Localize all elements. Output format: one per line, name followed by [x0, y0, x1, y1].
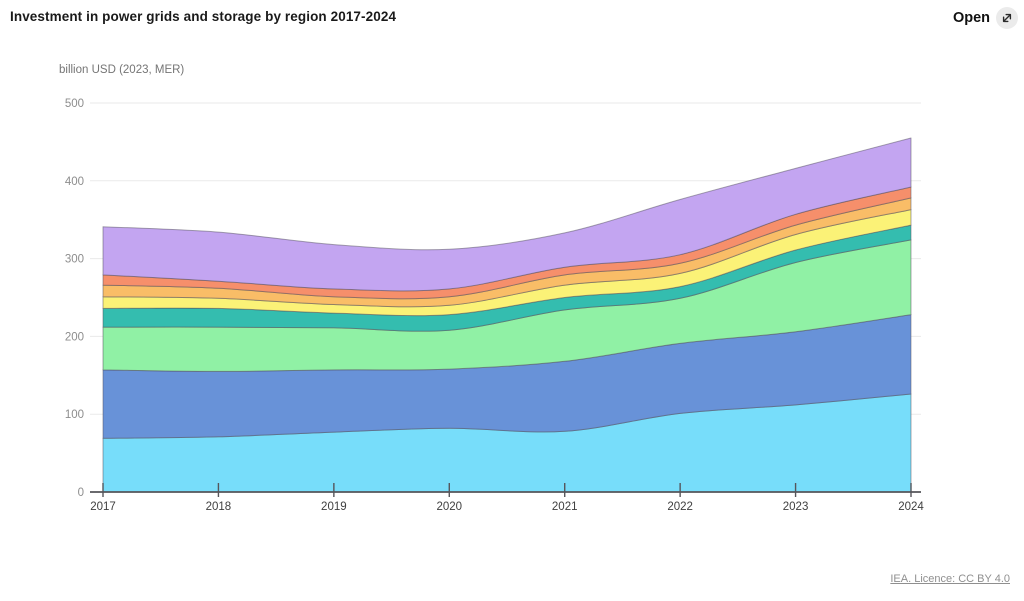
attribution-link[interactable]: IEA. Licence: CC BY 4.0 [890, 573, 1010, 585]
x-tick-label-2018: 2018 [206, 501, 232, 513]
x-tick-label-2017: 2017 [90, 501, 116, 513]
x-tick-label-2022: 2022 [667, 501, 693, 513]
x-tick-label-2019: 2019 [321, 501, 347, 513]
expand-icon [996, 7, 1018, 29]
y-tick-label-500: 500 [65, 98, 84, 110]
y-tick-label-0: 0 [78, 487, 84, 499]
x-tick-label-2020: 2020 [436, 501, 462, 513]
x-tick-label-2023: 2023 [783, 501, 809, 513]
y-tick-label-400: 400 [65, 176, 84, 188]
y-axis-unit-label: billion USD (2023, MER) [59, 64, 185, 76]
open-button-label: Open [952, 10, 990, 26]
x-tick-label-2021: 2021 [552, 501, 578, 513]
area-series-purple [102, 137, 912, 292]
x-tick-label-2024: 2024 [898, 501, 924, 513]
chart-title: Investment in power grids and storage by… [10, 9, 397, 24]
y-tick-label-100: 100 [65, 409, 84, 421]
y-tick-label-200: 200 [65, 331, 84, 343]
y-tick-label-300: 300 [65, 254, 84, 266]
open-button[interactable]: Open [953, 7, 1018, 29]
